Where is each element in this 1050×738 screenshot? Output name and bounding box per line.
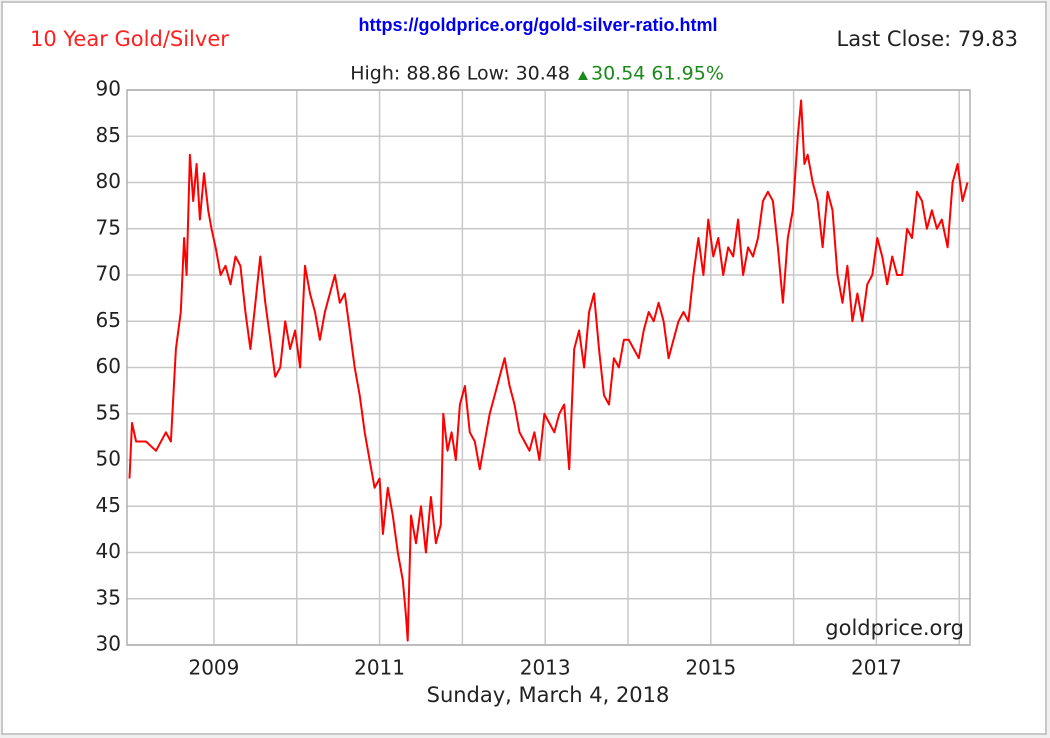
y-tick-label: 75: [96, 215, 121, 239]
x-tick-label: 2017: [851, 656, 902, 680]
x-tick-label: 2015: [685, 656, 736, 680]
y-tick-label: 30: [96, 632, 121, 656]
x-tick-label: 2013: [520, 656, 571, 680]
y-tick-label: 65: [96, 308, 121, 332]
up-arrow: [578, 71, 588, 80]
chart-title: 10 Year Gold/Silver: [30, 27, 229, 51]
last-close: Last Close: 79.83: [837, 27, 1019, 51]
y-tick-label: 90: [96, 77, 121, 101]
source-url[interactable]: https://goldprice.org/gold-silver-ratio.…: [358, 15, 717, 35]
y-tick-label: 85: [96, 123, 121, 147]
high-low: High: 88.86 Low: 30.48: [350, 63, 570, 85]
y-tick-label: 70: [96, 262, 121, 286]
ratio-line: [128, 99, 969, 642]
watermark: goldprice.org: [825, 616, 964, 640]
change: 30.54 61.95%: [591, 63, 724, 85]
x-tick-label: 2011: [354, 656, 405, 680]
y-tick-label: 80: [96, 169, 121, 193]
y-tick-label: 50: [96, 447, 121, 471]
y-tick-label: 40: [96, 539, 121, 563]
y-tick-label: 35: [96, 585, 121, 609]
y-tick-label: 60: [96, 354, 121, 378]
y-tick-label: 55: [96, 400, 121, 424]
x-tick-label: 2009: [188, 656, 239, 680]
y-tick-label: 45: [96, 493, 121, 517]
x-axis-label: Sunday, March 4, 2018: [427, 683, 670, 707]
plot-border: [126, 89, 971, 646]
